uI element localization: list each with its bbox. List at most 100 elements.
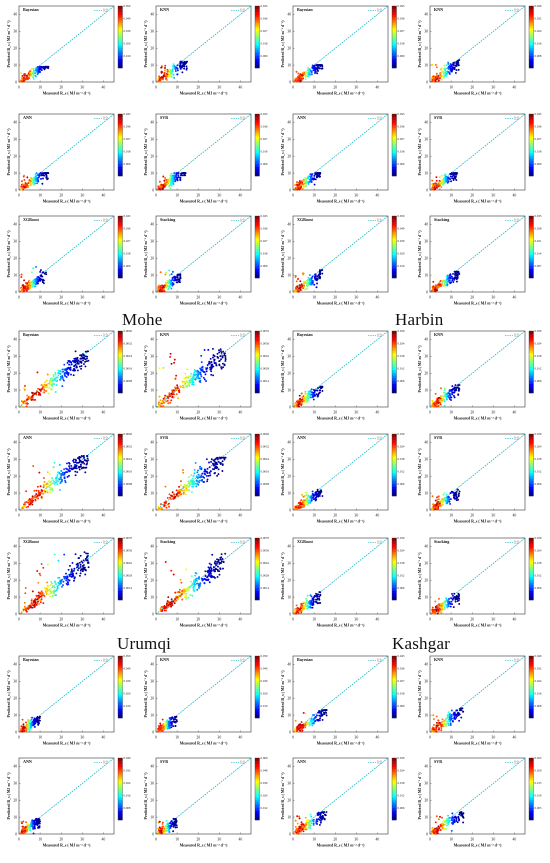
- scatter-point: [222, 366, 225, 369]
- colorbar-segment: [255, 234, 260, 237]
- colorbar-segment: [118, 236, 123, 238]
- scatter-panel: 0 0 10 10 20 20 30 30 40 40 Measured R_s ( MJ m⁻² …: [411, 108, 543, 204]
- scatter-point: [46, 373, 49, 376]
- colorbar-segment: [392, 231, 397, 234]
- scatter-point: [206, 472, 209, 475]
- scatter-point: [185, 489, 188, 491]
- scatter-point: [171, 270, 174, 273]
- y-tick-label: 10: [150, 63, 154, 67]
- one-to-one-line: [292, 113, 389, 191]
- scatter-point: [303, 395, 306, 398]
- x-axis-label: Measured R_s ( MJ m⁻² d⁻¹): [43, 92, 91, 96]
- x-tick-label: 10: [449, 411, 453, 415]
- colorbar-segment: [255, 9, 260, 11]
- colorbar-segment: [118, 135, 123, 138]
- y-tick-label: 30: [150, 30, 154, 34]
- colorbar-segment: [118, 461, 123, 464]
- scatter-point: [48, 481, 51, 483]
- x-tick-label: 20: [196, 86, 200, 90]
- scatter-point: [41, 492, 43, 495]
- scatter-point: [435, 179, 438, 182]
- colorbar-segment: [255, 219, 260, 221]
- scatter-point: [20, 79, 23, 82]
- colorbar-segment: [118, 37, 123, 39]
- colorbar-segment: [118, 478, 123, 481]
- colorbar-segment: [529, 32, 534, 35]
- scatter-point: [29, 70, 32, 72]
- colorbar-tick-label: 0.036: [124, 125, 131, 129]
- scatter-point: [447, 176, 450, 179]
- scatter-point: [221, 355, 224, 358]
- colorbar-segment: [118, 260, 123, 263]
- scatter-point: [36, 182, 38, 185]
- scatter-point: [314, 67, 317, 70]
- scatter-point: [200, 479, 203, 482]
- scatter-point: [170, 283, 173, 286]
- scatter-point: [22, 185, 25, 188]
- legend-label: 1:1: [377, 334, 382, 338]
- model-name-label: SVR: [434, 435, 442, 440]
- scatter-point: [304, 74, 307, 77]
- x-tick-label: 20: [59, 514, 63, 518]
- colorbar-segment: [392, 267, 397, 269]
- scatter-point: [31, 285, 34, 288]
- scatter-point: [75, 465, 77, 468]
- y-tick-label: 40: [424, 121, 428, 125]
- scatter-point: [165, 74, 168, 77]
- colorbar-segment: [392, 468, 397, 470]
- colorbar-segment: [529, 40, 534, 42]
- scatter-point: [303, 182, 306, 185]
- scatter-point: [36, 73, 39, 76]
- scatter-point: [46, 581, 49, 584]
- scatter-point: [435, 66, 438, 69]
- colorbar-frame: [528, 113, 534, 177]
- colorbar-frame: [254, 113, 260, 177]
- colorbar-segment: [255, 157, 260, 160]
- scatter-point: [210, 458, 213, 461]
- scatter-point: [82, 359, 84, 362]
- scatter-point: [79, 569, 82, 572]
- scatter-point: [165, 286, 168, 289]
- scatter-point: [435, 176, 438, 179]
- colorbar-segment: [118, 340, 123, 343]
- scatter-point: [162, 405, 164, 407]
- scatter-point: [311, 394, 314, 397]
- legend-label: 1:1: [103, 437, 108, 441]
- colorbar-segment: [529, 443, 534, 446]
- scatter-point: [180, 488, 183, 491]
- scatter-point: [298, 185, 301, 188]
- scatter-point: [431, 63, 434, 66]
- colorbar-tick-label: 0.020: [398, 251, 405, 255]
- scatter-point: [24, 76, 27, 79]
- scatter-point: [197, 483, 200, 486]
- colorbar-segment: [392, 466, 397, 469]
- colorbar-segment: [118, 64, 123, 67]
- scatter-point: [452, 394, 455, 397]
- scatter-point: [165, 395, 168, 398]
- colorbar-segment: [392, 492, 397, 495]
- colorbar-segment: [118, 242, 123, 245]
- scatter-point: [83, 457, 85, 459]
- x-tick-label: 30: [354, 86, 358, 90]
- colorbar-segment: [255, 33, 260, 36]
- colorbar-segment: [255, 451, 260, 453]
- scatter-point: [167, 285, 170, 288]
- colorbar-segment: [392, 222, 397, 224]
- colorbar-segment: [118, 18, 123, 21]
- scatter-point: [23, 290, 26, 293]
- colorbar-segment: [392, 9, 397, 11]
- scatter-point: [45, 593, 48, 595]
- colorbar-segment: [118, 338, 123, 341]
- colorbar-segment: [118, 225, 123, 228]
- scatter-point: [46, 482, 49, 485]
- scatter-point: [314, 273, 317, 276]
- colorbar-segment: [118, 120, 123, 122]
- scatter-point: [434, 185, 437, 188]
- colorbar-segment: [255, 233, 260, 235]
- scatter-point: [440, 499, 443, 502]
- scatter-point: [177, 489, 180, 492]
- scatter-point: [218, 456, 221, 459]
